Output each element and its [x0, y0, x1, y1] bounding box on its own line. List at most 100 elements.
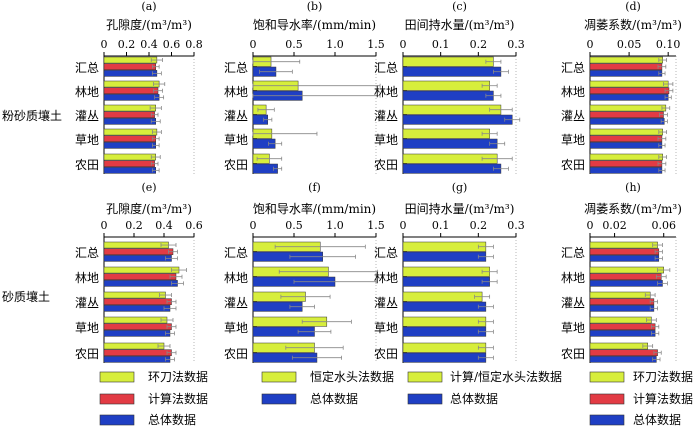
x-tick-label: 0.2: [470, 38, 488, 51]
bar: [103, 80, 160, 88]
x-tick-label: 0.4: [155, 219, 173, 232]
x-tick-label: 1.5: [367, 38, 385, 51]
bar: [589, 104, 667, 112]
bar: [402, 342, 487, 353]
legend-swatch: [99, 414, 135, 426]
bar: [103, 111, 155, 118]
bar: [103, 273, 177, 280]
panel-label: (d): [625, 0, 641, 13]
bar: [402, 66, 502, 77]
bar: [589, 70, 663, 77]
category-label: 灌丛: [75, 296, 99, 310]
x-tick-label: 0: [101, 38, 108, 51]
x-tick-label: 0: [400, 219, 407, 232]
bar: [103, 298, 172, 305]
category-label: 林地: [75, 85, 99, 99]
bar: [103, 87, 159, 94]
x-tick-label: 0.05: [617, 38, 642, 51]
category-label: 草地: [374, 321, 398, 335]
bar: [589, 142, 663, 149]
category-label: 灌丛: [561, 109, 585, 123]
bar: [103, 70, 158, 77]
legend-swatch: [589, 414, 625, 426]
category-label: 汇总: [374, 246, 398, 260]
bar: [589, 305, 655, 312]
bar: [103, 63, 156, 70]
category-label: 草地: [224, 321, 248, 335]
bar: [103, 316, 168, 324]
x-tick-label: 0.06: [651, 219, 676, 232]
bar: [103, 241, 169, 249]
panel-label: (a): [141, 0, 156, 13]
axis-title: 凋萎系数/(m³/m³): [584, 17, 682, 32]
panel-label: (h): [625, 181, 641, 194]
x-tick-label: 0.2: [118, 38, 136, 51]
bar: [103, 305, 171, 312]
bar: [589, 160, 663, 167]
bar: [589, 273, 662, 280]
x-tick-label: 0: [400, 38, 407, 51]
bar: [402, 316, 487, 327]
bar: [103, 349, 172, 356]
x-tick-label: 0.10: [656, 38, 681, 51]
category-label: 草地: [224, 133, 248, 147]
x-tick-label: 0.2: [470, 219, 488, 232]
x-tick-label: 0: [587, 38, 594, 51]
category-label: 草地: [561, 133, 585, 147]
bar: [103, 142, 156, 149]
legend-swatch: [589, 393, 625, 405]
bar: [402, 163, 502, 174]
category-label: 汇总: [75, 246, 99, 260]
category-label: 林地: [224, 85, 248, 99]
bar: [402, 90, 494, 101]
category-label: 灌丛: [224, 296, 248, 310]
bar: [589, 266, 664, 274]
bar: [103, 255, 172, 262]
category-label: 林地: [561, 85, 585, 99]
x-tick-label: 0.5: [285, 38, 303, 51]
x-tick-label: 0.5: [285, 219, 303, 232]
category-label: 灌丛: [75, 109, 99, 123]
legend-swatch: [261, 371, 297, 383]
legend-swatch: [589, 371, 625, 383]
bar: [589, 255, 660, 262]
x-tick-label: 1.0: [326, 38, 344, 51]
bar: [103, 280, 178, 287]
x-tick-label: 0.3: [507, 38, 525, 51]
category-label: 农田: [374, 158, 398, 172]
axis-title: 田间持水量/(m³/m³): [405, 17, 515, 32]
bar: [402, 80, 490, 91]
bar: [402, 266, 490, 277]
legend-label: 总体数据: [310, 391, 358, 406]
bar: [103, 94, 160, 101]
axis-title: 孔隙度/(m³/m³): [106, 17, 192, 32]
bar: [402, 241, 487, 252]
bar: [589, 94, 669, 101]
bar: [589, 349, 658, 356]
category-label: 草地: [75, 133, 99, 147]
bar: [103, 160, 155, 167]
bar: [589, 63, 663, 70]
category-label: 草地: [75, 321, 99, 335]
bar: [589, 356, 657, 363]
bar: [589, 241, 658, 249]
legend-swatch: [99, 393, 135, 405]
category-label: 汇总: [561, 61, 585, 75]
row-label-sandy-loam: 砂质壤土: [2, 289, 50, 304]
legend-swatch: [407, 371, 443, 383]
category-label: 农田: [224, 347, 248, 361]
x-tick-label: 0.8: [185, 38, 203, 51]
category-label: 灌丛: [561, 296, 585, 310]
legend-label: 计算/恒定水头法数据: [450, 369, 562, 384]
category-label: 灌丛: [374, 109, 398, 123]
category-label: 汇总: [224, 61, 248, 75]
bar: [589, 118, 665, 125]
legend-label: 恒定水头法数据: [310, 369, 394, 384]
x-tick-label: 0: [587, 219, 594, 232]
legend-label: 环刀法数据: [633, 369, 693, 384]
bar: [103, 135, 156, 142]
bar: [402, 114, 513, 125]
bar: [402, 301, 487, 312]
